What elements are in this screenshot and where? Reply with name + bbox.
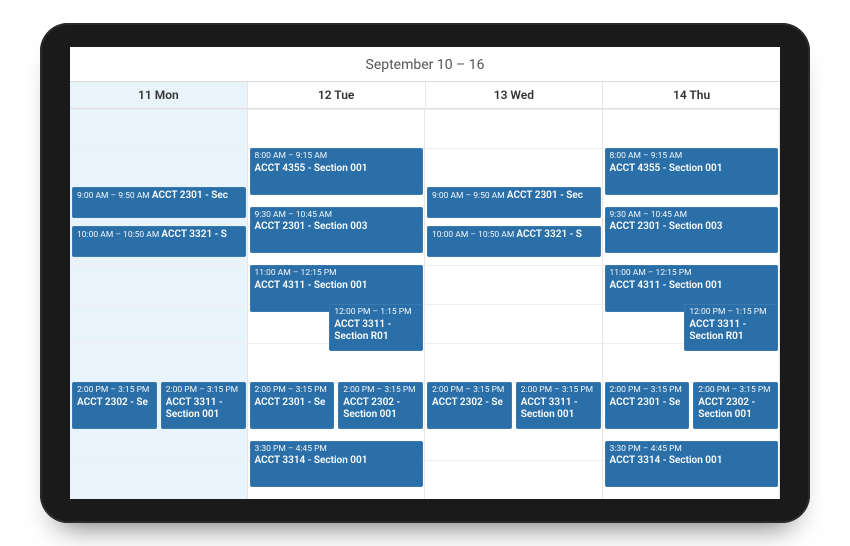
calendar-event[interactable]: 9:00 AM – 9:50 AM ACCT 2301 - Sec bbox=[427, 187, 601, 218]
event-time: 10:00 AM – 10:50 AM bbox=[77, 230, 161, 240]
day-header-row: 11 Mon12 Tue13 Wed14 Thu bbox=[70, 81, 780, 109]
event-title: ACCT 4311 - Section 001 bbox=[610, 280, 774, 292]
event-time: 2:00 PM – 3:15 PM bbox=[77, 385, 149, 395]
event-title: ACCT 2301 - Sec bbox=[152, 190, 228, 201]
calendar-event[interactable]: 12:00 PM – 1:15 PM ACCT 3311 - Section R… bbox=[329, 304, 423, 351]
event-title: ACCT 2302 - Section 001 bbox=[343, 397, 418, 421]
event-title: ACCT 4355 - Section 001 bbox=[255, 163, 419, 175]
event-title: ACCT 2302 - Section 001 bbox=[698, 397, 773, 421]
event-title: ACCT 2302 - Se bbox=[432, 397, 507, 409]
event-time: 9:30 AM – 10:45 AM bbox=[255, 210, 333, 220]
calendar-event[interactable]: 2:00 PM – 3:15 PM ACCT 2301 - Se bbox=[250, 382, 335, 429]
event-time: 10:00 AM – 10:50 AM bbox=[432, 230, 516, 240]
event-title: ACCT 2301 - Section 003 bbox=[255, 221, 419, 233]
event-title: ACCT 2301 - Sec bbox=[507, 190, 583, 201]
hour-gridline bbox=[70, 109, 780, 110]
event-title: ACCT 3311 - Section 001 bbox=[521, 397, 596, 421]
calendar-event[interactable]: 3:30 PM – 4:45 PM ACCT 3314 - Section 00… bbox=[605, 441, 779, 488]
event-title: ACCT 3314 - Section 001 bbox=[610, 455, 774, 467]
event-time: 12:00 PM – 1:15 PM bbox=[689, 307, 766, 317]
event-title: ACCT 3311 - Section R01 bbox=[334, 319, 418, 343]
calendar-event[interactable]: 8:00 AM – 9:15 AM ACCT 4355 - Section 00… bbox=[250, 148, 424, 195]
event-time: 2:00 PM – 3:15 PM bbox=[255, 385, 327, 395]
event-title: ACCT 2302 - Se bbox=[77, 397, 152, 409]
event-title: ACCT 3311 - Section 001 bbox=[166, 397, 241, 421]
tablet-frame: September 10 – 16 11 Mon12 Tue13 Wed14 T… bbox=[40, 23, 810, 523]
event-title: ACCT 2301 - Se bbox=[610, 397, 685, 409]
event-title: ACCT 2301 - Section 003 bbox=[610, 221, 774, 233]
calendar-event[interactable]: 2:00 PM – 3:15 PM ACCT 2302 - Section 00… bbox=[693, 382, 778, 429]
event-time: 2:00 PM – 3:15 PM bbox=[166, 385, 238, 395]
event-title: ACCT 4355 - Section 001 bbox=[610, 163, 774, 175]
day-header[interactable]: 13 Wed bbox=[426, 82, 604, 108]
calendar-event[interactable]: 2:00 PM – 3:15 PM ACCT 2302 - Se bbox=[72, 382, 157, 429]
event-time: 11:00 AM – 12:15 PM bbox=[610, 268, 692, 278]
calendar-event[interactable]: 2:00 PM – 3:15 PM ACCT 2302 - Se bbox=[427, 382, 512, 429]
day-header[interactable]: 14 Thu bbox=[603, 82, 780, 108]
event-title: ACCT 2301 - Se bbox=[255, 397, 330, 409]
event-time: 8:00 AM – 9:15 AM bbox=[610, 151, 683, 161]
calendar-event[interactable]: 10:00 AM – 10:50 AM ACCT 3321 - S bbox=[427, 226, 601, 257]
calendar-event[interactable]: 2:00 PM – 3:15 PM ACCT 3311 - Section 00… bbox=[161, 382, 246, 429]
event-time: 11:00 AM – 12:15 PM bbox=[255, 268, 337, 278]
event-time: 2:00 PM – 3:15 PM bbox=[432, 385, 504, 395]
calendar-event[interactable]: 9:00 AM – 9:50 AM ACCT 2301 - Sec bbox=[72, 187, 246, 218]
event-time: 12:00 PM – 1:15 PM bbox=[334, 307, 411, 317]
event-time: 2:00 PM – 3:15 PM bbox=[610, 385, 682, 395]
calendar-event[interactable]: 12:00 PM – 1:15 PM ACCT 3311 - Section R… bbox=[684, 304, 778, 351]
day-header[interactable]: 12 Tue bbox=[248, 82, 426, 108]
event-title: ACCT 3314 - Section 001 bbox=[255, 455, 419, 467]
calendar-event[interactable]: 2:00 PM – 3:15 PM ACCT 2301 - Se bbox=[605, 382, 690, 429]
day-header[interactable]: 11 Mon bbox=[70, 82, 248, 108]
event-time: 2:00 PM – 3:15 PM bbox=[343, 385, 415, 395]
calendar-event[interactable]: 2:00 PM – 3:15 PM ACCT 3311 - Section 00… bbox=[516, 382, 601, 429]
calendar-event[interactable]: 3:30 PM – 4:45 PM ACCT 3314 - Section 00… bbox=[250, 441, 424, 488]
calendar-event[interactable]: 2:00 PM – 3:15 PM ACCT 2302 - Section 00… bbox=[338, 382, 423, 429]
event-time: 8:00 AM – 9:15 AM bbox=[255, 151, 328, 161]
event-time: 3:30 PM – 4:45 PM bbox=[610, 444, 682, 454]
hour-gridline bbox=[70, 343, 780, 344]
event-time: 9:00 AM – 9:50 AM bbox=[77, 191, 152, 201]
event-time: 9:00 AM – 9:50 AM bbox=[432, 191, 507, 201]
event-time: 3:30 PM – 4:45 PM bbox=[255, 444, 327, 454]
event-title: ACCT 3321 - S bbox=[161, 229, 227, 240]
calendar-event[interactable]: 9:30 AM – 10:45 AM ACCT 2301 - Section 0… bbox=[250, 207, 424, 254]
event-title: ACCT 3321 - S bbox=[516, 229, 582, 240]
calendar-grid[interactable]: 9:00 AM – 9:50 AM ACCT 2301 - Sec 10:00 A… bbox=[70, 109, 780, 499]
date-range-title: September 10 – 16 bbox=[70, 47, 780, 81]
event-title: ACCT 3311 - Section R01 bbox=[689, 319, 773, 343]
event-time: 2:00 PM – 3:15 PM bbox=[521, 385, 593, 395]
event-time: 2:00 PM – 3:15 PM bbox=[698, 385, 770, 395]
event-time: 9:30 AM – 10:45 AM bbox=[610, 210, 688, 220]
calendar-screen: September 10 – 16 11 Mon12 Tue13 Wed14 T… bbox=[70, 47, 780, 499]
event-title: ACCT 4311 - Section 001 bbox=[255, 280, 419, 292]
calendar-event[interactable]: 10:00 AM – 10:50 AM ACCT 3321 - S bbox=[72, 226, 246, 257]
calendar-event[interactable]: 8:00 AM – 9:15 AM ACCT 4355 - Section 00… bbox=[605, 148, 779, 195]
calendar-event[interactable]: 9:30 AM – 10:45 AM ACCT 2301 - Section 0… bbox=[605, 207, 779, 254]
